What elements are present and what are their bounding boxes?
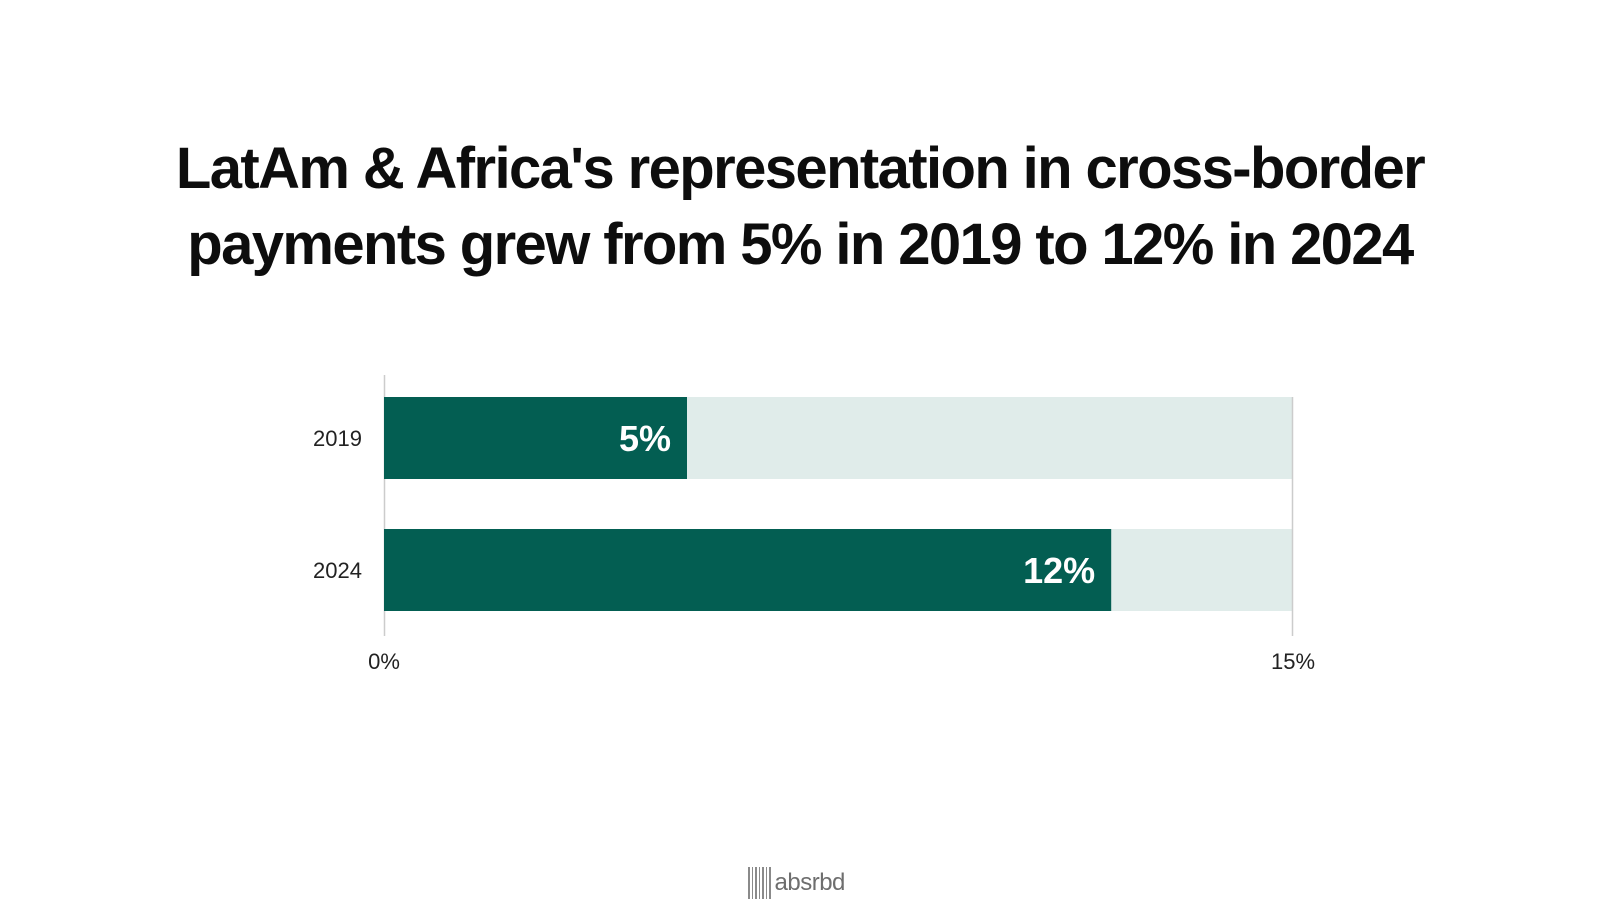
brand-name: absrbd — [774, 869, 846, 896]
x-tick-label-0: 0% — [368, 649, 400, 674]
data-label-2019: 5% — [619, 418, 671, 459]
chart-title: LatAm & Africa's representation in cross… — [0, 131, 1600, 283]
category-label-2019: 2019 — [313, 426, 362, 451]
barcode-icon — [748, 867, 771, 899]
category-label-2024: 2024 — [313, 558, 362, 583]
x-tick-label-1: 15% — [1271, 649, 1315, 674]
data-label-2024: 12% — [1023, 550, 1095, 591]
bar-2024 — [384, 529, 1112, 611]
bar-chart: 5% 2019 12% 2024 0% 15% — [313, 375, 1315, 674]
chart-title-line-2: payments grew from 5% in 2019 to 12% in … — [187, 211, 1414, 277]
brand-logo: absrbd — [748, 866, 845, 900]
chart-title-line-1: LatAm & Africa's representation in cross… — [175, 135, 1426, 201]
bar-2019 — [384, 397, 687, 479]
